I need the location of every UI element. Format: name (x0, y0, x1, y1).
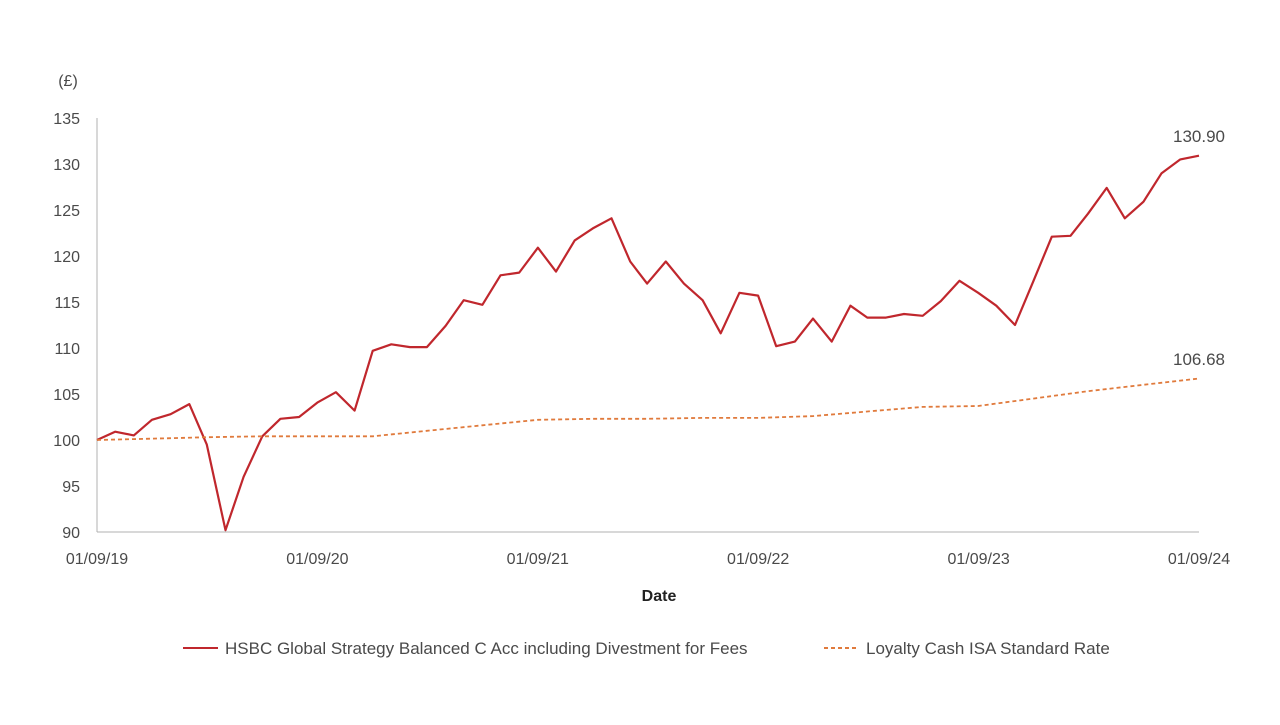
end-value-label: 106.68 (1173, 350, 1225, 369)
legend-label: Loyalty Cash ISA Standard Rate (866, 639, 1110, 658)
x-tick-label: 01/09/24 (1168, 551, 1230, 568)
end-value-label: 130.90 (1173, 127, 1225, 146)
y-tick-label: 90 (62, 525, 80, 542)
x-tick-label: 01/09/19 (66, 551, 128, 568)
series-line-cash-isa (96, 377, 1200, 441)
y-tick-label: 105 (53, 387, 80, 404)
y-tick-label: 95 (62, 479, 80, 496)
y-tick-label: 110 (54, 341, 80, 358)
x-tick-label: 01/09/20 (286, 551, 348, 568)
x-tick-label: 01/09/21 (507, 551, 569, 568)
x-tick-label: 01/09/22 (727, 551, 789, 568)
y-axis: 135 130 125 120 115 110 105 100 95 90 (53, 111, 98, 542)
x-axis-title: Date (642, 588, 677, 605)
y-tick-label: 120 (53, 249, 80, 266)
y-tick-label: 100 (53, 433, 80, 450)
y-tick-label: 115 (54, 295, 80, 312)
y-tick-label: 125 (53, 203, 80, 220)
legend: HSBC Global Strategy Balanced C Acc incl… (183, 639, 1110, 658)
x-axis: 01/09/19 01/09/20 01/09/21 01/09/22 01/09/23… (66, 531, 1230, 568)
legend-label: HSBC Global Strategy Balanced C Acc incl… (225, 639, 748, 658)
end-labels: 130.90 106.68 (1173, 127, 1225, 369)
y-axis-unit-label: (£) (58, 73, 78, 90)
series-line-hsbc (96, 154, 1200, 532)
y-tick-label: 135 (53, 111, 80, 128)
y-tick-label: 130 (53, 157, 80, 174)
series-layer (96, 154, 1200, 532)
x-tick-label: 01/09/23 (947, 551, 1009, 568)
